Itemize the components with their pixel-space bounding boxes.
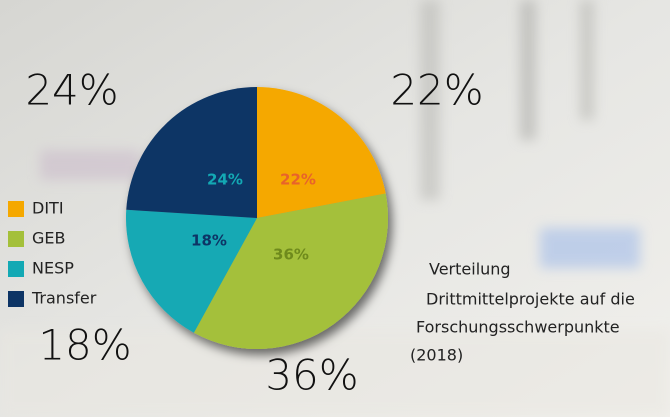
outer-label: 36%: [265, 351, 358, 400]
slice-label: 18%: [191, 232, 227, 250]
slice-label: 22%: [280, 171, 316, 189]
legend-swatch: [8, 201, 24, 217]
slice-label: 36%: [273, 246, 309, 264]
chart: 22% 22% DITI 36% 36% GEB 18% 18% NESP 24% 24% Trans…: [0, 0, 670, 417]
legend-label: NESP: [32, 259, 74, 278]
caption: Forschungsschwerpunkte: [416, 318, 620, 337]
legend-swatch: [8, 261, 24, 277]
legend-swatch: [8, 231, 24, 247]
legend-swatch: [8, 291, 24, 307]
legend-label: Transfer: [31, 289, 97, 308]
outer-label: 24%: [25, 66, 118, 115]
outer-label: 18%: [38, 321, 131, 370]
legend-label: GEB: [32, 229, 65, 248]
outer-label: 22%: [390, 66, 483, 115]
caption: Verteilung: [429, 260, 511, 279]
slice-label: 24%: [207, 171, 243, 189]
caption: (2018): [410, 346, 463, 365]
caption: Drittmittelprojekte auf die: [426, 290, 635, 309]
pie: [126, 87, 388, 349]
legend-label: DITI: [32, 199, 64, 218]
